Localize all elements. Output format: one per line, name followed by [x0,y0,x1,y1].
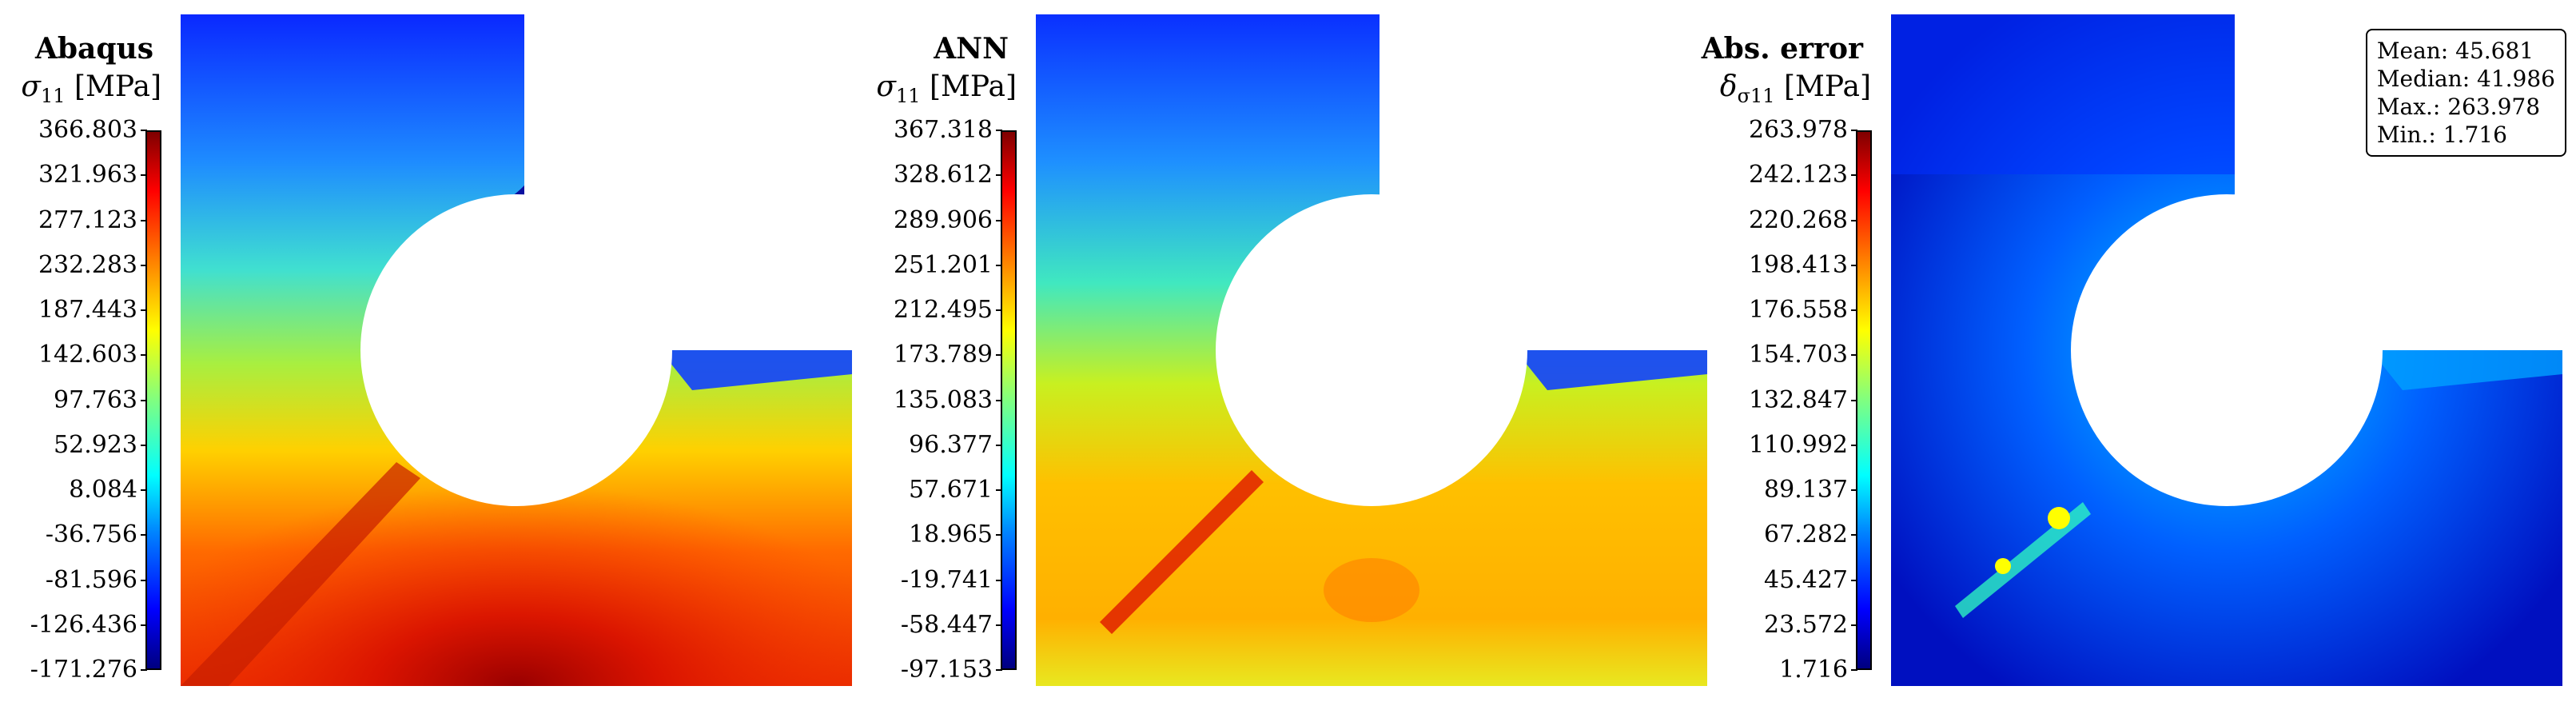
colorbar-tick-mark [141,399,147,401]
colorbar-tick-label: 277.123 [38,205,137,234]
colorbar-tick-mark [996,174,1002,177]
colorbar-tick-mark [996,264,1002,266]
colorbar-tick-label: 321.963 [38,161,137,189]
colorbar-tick-mark [1851,354,1857,357]
colorbar-tick-label: 366.803 [38,116,137,144]
colorbar-tick-mark [141,130,147,131]
colorbar-tick-label: 212.495 [893,296,993,324]
colorbar-tick-mark [1851,130,1857,131]
colorbar-tick-mark [996,130,1002,131]
colorbar-tick-mark [141,669,147,671]
colorbar [145,130,161,670]
stress-field-ann [1036,14,1707,686]
colorbar-tick-label: 110.992 [1748,430,1848,459]
colorbar-tick-label: 289.906 [893,205,993,234]
colorbar-tick-label: 263.978 [1748,116,1848,144]
error-field [1891,14,2562,686]
colorbar-tick-mark [996,489,1002,491]
colorbar-tick-label: 220.268 [1748,205,1848,234]
colorbar-tick-mark [141,444,147,446]
colorbar-tick-mark [996,399,1002,401]
colorbar-tick-mark [141,579,147,581]
stat-median: Median: 41.986 [2376,66,2555,92]
colorbar-tick-label: 142.603 [38,341,137,369]
colorbar [1856,130,1872,670]
colorbar-tick-mark [1851,579,1857,581]
colorbar-tick-label: 198.413 [1748,250,1848,279]
colorbar-tick-label: 154.703 [1748,341,1848,369]
colorbar-tick-label: -171.276 [30,656,137,684]
panel-error: Abs. error δσ11 [MPa] 263.978 242.123 220.… [1702,0,2576,702]
colorbar-tick-label: 232.283 [38,250,137,279]
colorbar-tick-label: 57.671 [909,476,993,504]
colorbar-tick-label: 251.201 [893,250,993,279]
colorbar-tick-mark [141,534,147,536]
colorbar-tick-mark [1851,624,1857,626]
colorbar-tick-label: -81.596 [45,565,137,594]
colorbar-tick-label: 89.137 [1764,476,1848,504]
panel-abaqus: Abaqus σ11 [MPa] 366.803 321.963 277.123 23… [0,0,855,702]
colorbar-tick-mark [141,219,147,221]
colorbar-tick-label: 135.083 [893,385,993,414]
colorbar-tick-label: -58.447 [900,610,993,639]
colorbar-tick-label: 8.084 [69,476,137,504]
stats-box: Mean: 45.681 Median: 41.986 Max.: 263.97… [2365,29,2566,157]
colorbar-tick-mark [1851,534,1857,536]
stress-field-abaqus [181,14,852,686]
panel-ann: ANN σ11 [MPa] 367.318 328.612 289.906 251.2… [855,0,1710,702]
colorbar-tick-mark [141,309,147,311]
colorbar-tick-mark [1851,264,1857,266]
colorbar-tick-mark [1851,219,1857,221]
colorbar-tick-mark [1851,489,1857,491]
colorbar-tick-label: -36.756 [45,521,137,549]
colorbar-label: δσ11 [MPa] [1719,70,1871,108]
colorbar-tick-label: 328.612 [893,161,993,189]
colorbar-tick-mark [996,579,1002,581]
colorbar-tick-mark [141,489,147,491]
panel-title: ANN [934,32,1009,66]
colorbar-tick-label: 176.558 [1748,296,1848,324]
colorbar-tick-mark [996,534,1002,536]
colorbar-tick-mark [141,264,147,266]
colorbar-tick-mark [996,354,1002,357]
colorbar-tick-label: 367.318 [893,116,993,144]
colorbar-tick-label: 97.763 [54,385,137,414]
colorbar-tick-label: 1.716 [1779,656,1848,684]
colorbar-tick-label: -97.153 [900,656,993,684]
colorbar-tick-label: 67.282 [1764,521,1848,549]
panel-title: Abaqus [34,32,153,66]
colorbar-tick-mark [1851,309,1857,311]
colorbar-tick-label: -126.436 [30,610,137,639]
colorbar-tick-mark [1851,174,1857,177]
colorbar-tick-label: 52.923 [54,430,137,459]
colorbar-tick-label: 173.789 [893,341,993,369]
colorbar-tick-mark [141,354,147,357]
panel-title: Abs. error [1701,32,1863,66]
colorbar-tick-mark [141,174,147,177]
colorbar-tick-mark [141,624,147,626]
colorbar-tick-label: 18.965 [909,521,993,549]
colorbar-tick-label: -19.741 [900,565,993,594]
colorbar-tick-label: 187.443 [38,296,137,324]
colorbar-tick-mark [1851,669,1857,671]
colorbar-tick-mark [996,444,1002,446]
colorbar-tick-label: 45.427 [1764,565,1848,594]
colorbar-tick-label: 23.572 [1764,610,1848,639]
colorbar-tick-mark [1851,444,1857,446]
stat-min: Min.: 1.716 [2376,122,2507,148]
colorbar-tick-label: 242.123 [1748,161,1848,189]
colorbar-label: σ11 [MPa] [21,70,161,108]
colorbar-tick-mark [996,309,1002,311]
stat-max: Max.: 263.978 [2376,94,2541,120]
stat-mean: Mean: 45.681 [2376,38,2534,64]
colorbar-tick-mark [1851,399,1857,401]
colorbar-tick-mark [996,624,1002,626]
colorbar-tick-label: 132.847 [1748,385,1848,414]
colorbar-tick-label: 96.377 [909,430,993,459]
colorbar [1001,130,1017,670]
colorbar-tick-mark [996,669,1002,671]
colorbar-tick-mark [996,219,1002,221]
colorbar-label: σ11 [MPa] [876,70,1017,108]
